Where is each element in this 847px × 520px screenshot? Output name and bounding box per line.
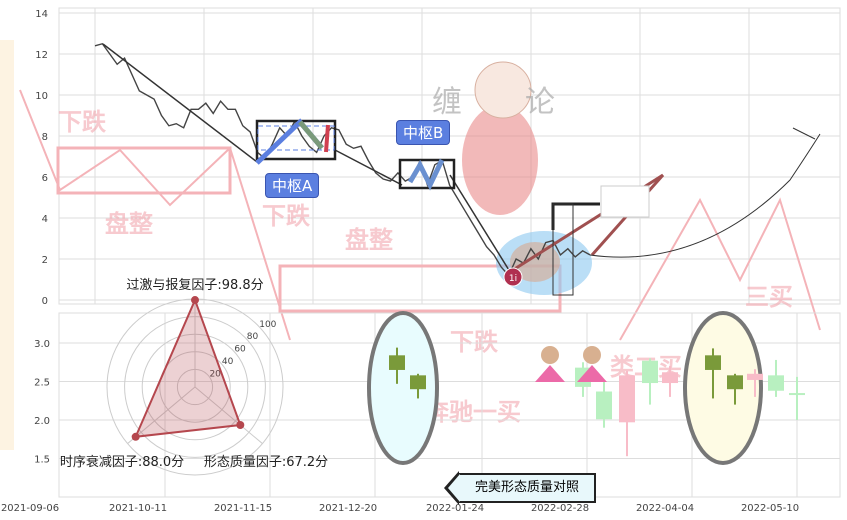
- candle-body: [642, 360, 658, 384]
- y-tick-label: 2.0: [34, 416, 50, 427]
- top-plot-frame: [58, 7, 841, 305]
- trend-line: [334, 149, 403, 186]
- y-tick-label: 10: [35, 91, 48, 102]
- dancer-tutu: [577, 365, 607, 382]
- radar-point: [236, 421, 245, 430]
- candle-body: [727, 375, 743, 390]
- trend-line: [102, 43, 258, 163]
- logo-text: 缠: [432, 85, 462, 120]
- zhongshu-a-range: [257, 125, 335, 151]
- watermark-text: 下跌: [58, 108, 107, 136]
- y-tick-label: 0: [42, 296, 48, 307]
- x-tick-label: 2021-10-11: [109, 503, 167, 514]
- y-tick-label: 6: [42, 173, 48, 184]
- projection-cap: [792, 127, 816, 140]
- dancer-tutu: [535, 365, 565, 382]
- x-tick-label: 2022-05-10: [741, 503, 799, 514]
- zhongshu-a-box: [255, 119, 337, 161]
- dancer-head: [541, 346, 559, 364]
- zhongshu-b-box: [398, 158, 456, 190]
- candle-body: [789, 393, 805, 396]
- radar-axis: [127, 386, 196, 444]
- radar-axis-label: 形态质量因子:67.2分: [204, 455, 328, 470]
- zhongshu-a-label: 中枢A: [265, 173, 320, 198]
- dancers-thumbnail: [600, 185, 650, 218]
- radar-point: [191, 296, 199, 305]
- watermark-text: 奔驰一买: [425, 398, 521, 426]
- zhongshu-a-stroke: [255, 118, 324, 165]
- pointer-box: [552, 203, 574, 296]
- projection-arc: [589, 133, 821, 258]
- zhongshu-b-stroke: [407, 158, 445, 191]
- logo-body: [462, 105, 538, 215]
- trend-line: [449, 174, 513, 276]
- x-tick-label: 2022-04-04: [636, 503, 694, 514]
- x-tick-label: 2021-09-06: [1, 503, 59, 514]
- y-tick-label: 2: [42, 255, 48, 266]
- watermark-text: 盘整: [105, 210, 153, 238]
- y-tick-label: 8: [42, 132, 48, 143]
- candle-body: [410, 375, 426, 390]
- candle-body: [619, 375, 635, 423]
- zhongshu-a-stroke: [298, 120, 324, 150]
- candle-body: [662, 372, 678, 384]
- logo-text: 论: [525, 85, 555, 120]
- radar-tick-label: 60: [234, 345, 246, 355]
- radar-tick-label: 80: [247, 332, 259, 342]
- radar-point: [131, 432, 140, 441]
- x-tick-label: 2021-12-20: [319, 503, 377, 514]
- radar-tick-label: 40: [222, 357, 234, 367]
- candle-body: [389, 355, 405, 370]
- highlight-ellipse-inner: [510, 242, 560, 282]
- highlight-ellipse-yellow: [683, 311, 763, 465]
- point-marker-label: 1i: [509, 274, 517, 284]
- watermark-zigzag: [19, 89, 291, 341]
- x-tick-label: 2021-11-15: [214, 503, 272, 514]
- left-band: [0, 40, 14, 450]
- radar-axis: [194, 386, 263, 444]
- point-marker: [503, 267, 523, 287]
- dancer-head: [583, 346, 601, 364]
- candle-body: [596, 391, 612, 420]
- highlight-ellipse-cyan: [367, 311, 439, 465]
- radar-tick-label: 100: [259, 320, 276, 330]
- zhongshu-b-label: 中枢B: [396, 120, 451, 145]
- pointer-arrow: [551, 202, 600, 230]
- candle-body: [768, 375, 784, 391]
- watermark-box: [56, 146, 232, 195]
- y-tick-label: 2.5: [34, 378, 50, 389]
- y-tick-label: 4: [42, 214, 48, 225]
- logo-dog-head: [474, 61, 532, 119]
- radar-axis-label: 时序衰减因子:88.0分: [60, 454, 184, 470]
- candle-body: [747, 373, 763, 380]
- x-tick-label: 2022-02-28: [531, 503, 589, 514]
- radar-tick-label: 20: [209, 370, 221, 380]
- watermark-text: 三买: [745, 283, 793, 311]
- candle-body: [705, 355, 721, 370]
- radar-area: [134, 297, 242, 438]
- y-tick-label: 14: [35, 9, 48, 20]
- watermark-zigzag: [619, 197, 821, 341]
- watermark-text: 下跌: [450, 328, 499, 356]
- watermark-text: 盘整: [345, 226, 393, 254]
- compare-quality-button[interactable]: 完美形态质量对照: [444, 471, 596, 505]
- radar-axis-label: 过激与报复因子:98.8分: [126, 278, 263, 293]
- y-tick-label: 12: [35, 50, 48, 61]
- x-tick-label: 2022-01-24: [426, 503, 484, 514]
- watermark-text: 下跌: [262, 202, 311, 230]
- zhongshu-a-stroke: [324, 124, 330, 153]
- y-tick-label: 3.0: [34, 339, 50, 350]
- y-tick-label: 1.5: [34, 455, 50, 466]
